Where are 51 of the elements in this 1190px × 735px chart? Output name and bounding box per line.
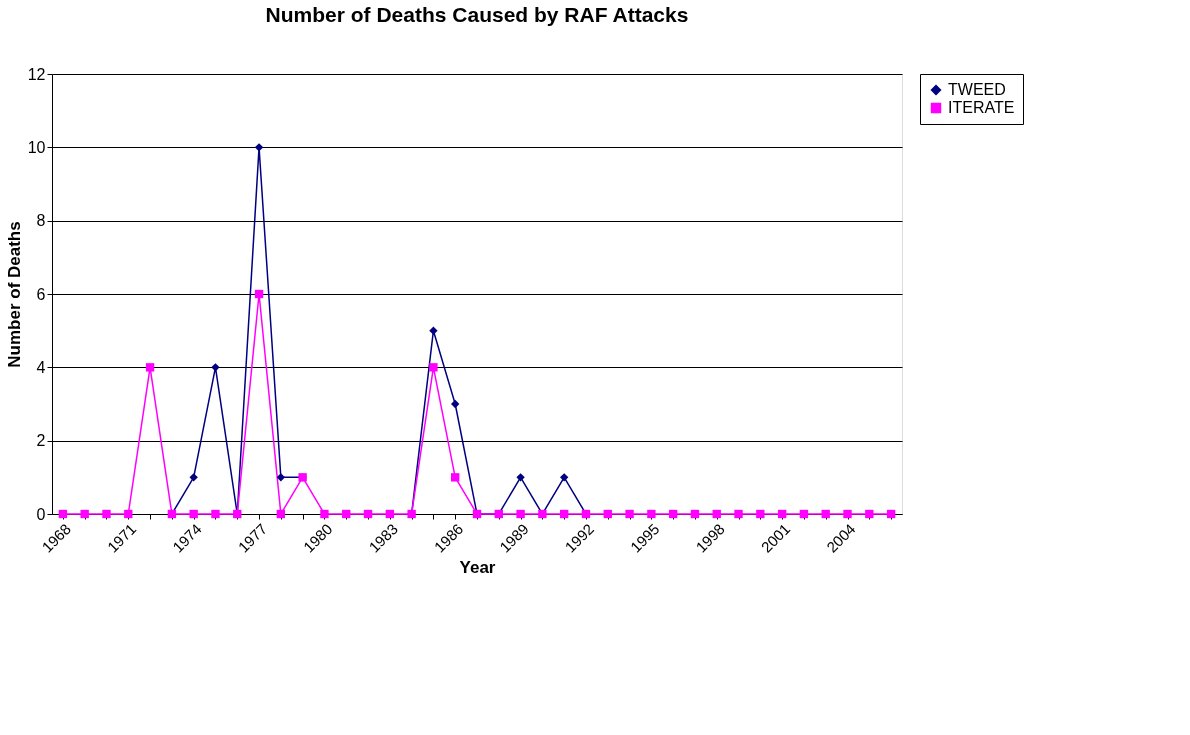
point bbox=[211, 509, 220, 519]
point bbox=[603, 509, 612, 519]
legend-label: TWEED bbox=[948, 81, 1006, 98]
chart-title: Number of Deaths Caused by RAF Attacks bbox=[265, 3, 689, 26]
point bbox=[756, 509, 765, 519]
point bbox=[647, 509, 656, 519]
point bbox=[189, 509, 198, 519]
point bbox=[865, 509, 874, 519]
point bbox=[886, 509, 896, 519]
point bbox=[712, 509, 721, 519]
point bbox=[124, 509, 133, 519]
x-axis-title: Year bbox=[459, 557, 496, 577]
point bbox=[102, 509, 111, 519]
point bbox=[80, 509, 89, 519]
point bbox=[145, 363, 155, 372]
point bbox=[560, 473, 569, 482]
point bbox=[799, 509, 809, 519]
legend-label: ITERATE bbox=[948, 99, 1015, 116]
point bbox=[385, 509, 394, 519]
point bbox=[821, 509, 830, 519]
point bbox=[429, 326, 438, 335]
point bbox=[276, 509, 286, 519]
point bbox=[777, 509, 787, 519]
point bbox=[254, 143, 264, 152]
y-tick-label: 12 bbox=[27, 65, 46, 83]
y-tick-label: 2 bbox=[36, 432, 46, 450]
point bbox=[451, 473, 460, 482]
point bbox=[363, 509, 373, 519]
point bbox=[58, 509, 68, 519]
y-tick-label: 6 bbox=[36, 285, 46, 303]
point bbox=[254, 289, 264, 299]
y-tick-label: 4 bbox=[36, 358, 46, 376]
point bbox=[276, 473, 286, 482]
point bbox=[320, 509, 329, 519]
point bbox=[211, 363, 220, 372]
point bbox=[690, 509, 700, 519]
y-axis-title: Number of Deaths bbox=[4, 221, 24, 368]
point bbox=[451, 399, 460, 409]
y-tick-label: 8 bbox=[36, 212, 46, 230]
point bbox=[342, 509, 351, 519]
point bbox=[625, 509, 634, 519]
point bbox=[668, 509, 678, 519]
point bbox=[189, 473, 198, 482]
point bbox=[734, 509, 743, 519]
y-tick-label: 10 bbox=[27, 138, 46, 156]
point bbox=[516, 509, 525, 519]
point bbox=[843, 509, 852, 519]
y-tick-label: 0 bbox=[36, 505, 46, 523]
point bbox=[429, 363, 438, 372]
point bbox=[516, 473, 525, 482]
point bbox=[560, 509, 569, 519]
